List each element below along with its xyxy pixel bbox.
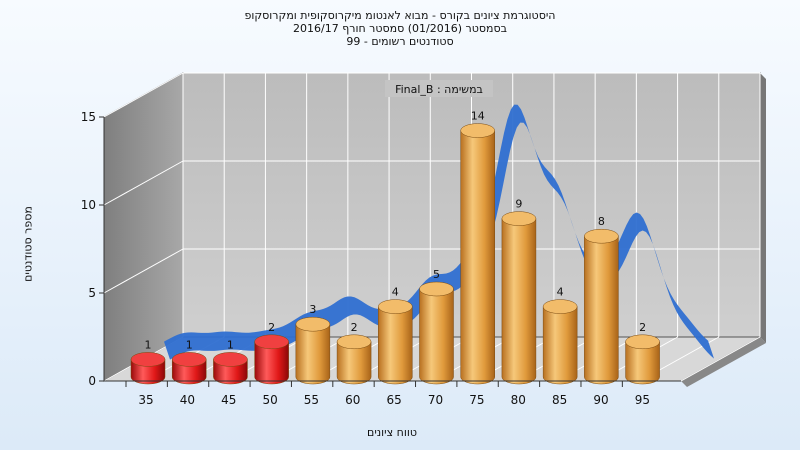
bar xyxy=(171,352,207,385)
bar xyxy=(419,281,454,385)
x-tick-label: 55 xyxy=(304,393,319,407)
bar-data-label: 4 xyxy=(392,286,399,299)
bar-cap xyxy=(542,299,578,314)
chart-title: היסטוגרמת ציונים בקורס - מבוא לאנטומ מיק… xyxy=(0,9,800,48)
y-tick-label: 5 xyxy=(88,286,96,300)
bar-data-label: 1 xyxy=(186,338,193,351)
bar-body xyxy=(542,306,578,385)
subtitle-box xyxy=(385,80,493,97)
bar-data-label: 3 xyxy=(309,303,316,316)
bar-cap xyxy=(460,123,495,138)
bar xyxy=(501,211,537,385)
bar-cap xyxy=(584,228,619,244)
bar xyxy=(460,123,495,385)
x-tick-label: 35 xyxy=(138,393,153,407)
bar-body xyxy=(460,130,495,385)
bar-cap xyxy=(254,334,289,350)
bar-cap xyxy=(130,352,166,367)
x-tick-label: 50 xyxy=(262,393,277,407)
y-tick-label: 15 xyxy=(81,110,96,124)
x-tick-label: 75 xyxy=(469,393,484,407)
x-tick-label: 40 xyxy=(180,393,195,407)
title-line-1: היסטוגרמת ציונים בקורס - מבוא לאנטומ מיק… xyxy=(244,9,556,22)
x-tick-label: 60 xyxy=(345,393,360,407)
bar xyxy=(625,334,660,385)
bar-data-label: 1 xyxy=(145,338,152,351)
y-tick-label: 10 xyxy=(81,198,96,212)
bar-body xyxy=(254,341,289,385)
x-tick-label: 90 xyxy=(593,393,608,407)
x-tick-label: 95 xyxy=(635,393,650,407)
bar-cap xyxy=(501,211,537,226)
bar-data-label: 5 xyxy=(433,268,440,281)
chart-subtitle: במשימה : Final_B xyxy=(395,83,483,96)
bar xyxy=(213,352,248,385)
y-tick-label: 0 xyxy=(88,374,96,388)
bar-cap xyxy=(625,334,660,350)
bar-body xyxy=(584,235,619,385)
bar xyxy=(295,316,331,385)
bar-body xyxy=(295,323,331,385)
bar-data-label: 4 xyxy=(557,286,564,299)
grid-line-side xyxy=(103,248,184,294)
bar-data-label: 2 xyxy=(351,321,358,334)
bar-data-label: 1 xyxy=(227,338,234,351)
bar-data-label: 2 xyxy=(639,321,646,334)
x-tick-label: 70 xyxy=(428,393,443,407)
bar-body xyxy=(336,341,372,385)
bar-cap xyxy=(336,334,372,350)
bar-cap xyxy=(419,281,454,297)
bar-body xyxy=(625,341,660,385)
bar-body xyxy=(501,218,537,385)
left-wall xyxy=(103,72,184,382)
bar-data-label: 14 xyxy=(471,110,485,123)
bar-cap xyxy=(295,316,331,332)
bar-body xyxy=(419,288,454,385)
bar xyxy=(584,228,619,385)
grid-line-side xyxy=(103,72,184,118)
bar-data-label: 2 xyxy=(268,321,275,334)
x-tick-label: 80 xyxy=(511,393,526,407)
x-tick-label: 45 xyxy=(221,393,236,407)
bar xyxy=(378,299,413,385)
normal-curve-ribbon xyxy=(164,104,715,360)
bar-cap xyxy=(213,352,248,367)
title-line-2: בסמסטר (01/2016) סמסטר חורף 2016/17 xyxy=(293,22,507,35)
bar xyxy=(130,352,166,385)
x-axis-label: טווח ציונים xyxy=(367,426,417,439)
bar-data-label: 8 xyxy=(598,215,605,228)
floor-shadow xyxy=(681,337,766,387)
bar xyxy=(336,334,372,385)
bar-cap xyxy=(378,299,413,314)
grid-line-side xyxy=(103,160,184,206)
bar-body xyxy=(378,306,413,385)
x-tick-label: 85 xyxy=(552,393,567,407)
bar-data-label: 9 xyxy=(515,198,522,211)
bar-cap xyxy=(171,352,207,367)
title-line-3: סטודנטים רשומים - 99 xyxy=(346,35,454,48)
x-tick-label: 65 xyxy=(387,393,402,407)
grid-line-floor xyxy=(680,336,761,382)
bar xyxy=(542,299,578,385)
bar xyxy=(254,334,289,385)
back-wall-shadow xyxy=(760,73,766,343)
